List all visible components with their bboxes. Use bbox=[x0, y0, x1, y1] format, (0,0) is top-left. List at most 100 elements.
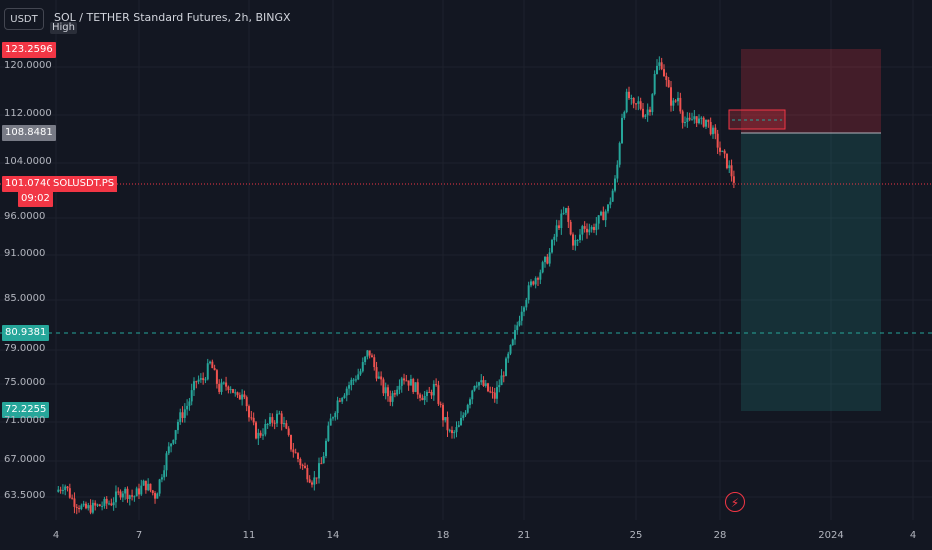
candle-bull bbox=[691, 119, 693, 121]
candle-bull bbox=[544, 256, 546, 263]
candle-bull bbox=[158, 479, 161, 494]
candle-bull bbox=[313, 477, 316, 485]
candle-bull bbox=[174, 430, 177, 440]
candle-bear bbox=[78, 507, 81, 510]
candle-bull bbox=[530, 281, 532, 286]
candle-bear bbox=[117, 491, 120, 493]
candle-bull bbox=[257, 432, 260, 439]
candle-bull bbox=[186, 405, 189, 410]
candle-bull bbox=[534, 278, 537, 285]
candle-bull bbox=[276, 413, 278, 424]
x-tick-label: 18 bbox=[436, 530, 450, 541]
candle-bear bbox=[537, 278, 539, 280]
candle-bear bbox=[75, 506, 78, 508]
candle-bull bbox=[329, 418, 332, 426]
candle-bull bbox=[595, 223, 598, 231]
candle-bull bbox=[464, 412, 467, 416]
candle-bull bbox=[597, 215, 600, 224]
candle-bull bbox=[555, 225, 558, 237]
candle-bull bbox=[121, 493, 124, 498]
candle-bear bbox=[674, 100, 677, 102]
candle-bull bbox=[516, 325, 519, 331]
candle-bear bbox=[280, 413, 283, 425]
candle-bull bbox=[414, 382, 417, 392]
candle-bear bbox=[714, 127, 717, 134]
candle-bear bbox=[649, 109, 651, 113]
candle-bull bbox=[553, 236, 556, 240]
candle-bear bbox=[227, 386, 230, 390]
candle-bull bbox=[91, 502, 94, 513]
candle-bull bbox=[444, 417, 447, 421]
candle-bull bbox=[455, 427, 458, 433]
candle-bull bbox=[560, 213, 563, 229]
currency-button[interactable]: USDT bbox=[4, 8, 44, 30]
candle-bull bbox=[334, 412, 337, 418]
candle-bull bbox=[511, 339, 514, 346]
candle-bull bbox=[61, 490, 64, 492]
candle-bull bbox=[462, 415, 465, 418]
candle-bull bbox=[656, 65, 658, 75]
candle-bear bbox=[236, 392, 239, 396]
candle-bear bbox=[382, 379, 385, 394]
y-tick-label: 85.0000 bbox=[4, 293, 46, 304]
candle-bull bbox=[480, 380, 483, 383]
x-tick-label: 4 bbox=[52, 530, 60, 541]
candle-bear bbox=[370, 355, 373, 358]
candle-bull bbox=[604, 211, 607, 221]
candle-bull bbox=[204, 379, 207, 381]
stop-loss-zone[interactable] bbox=[741, 49, 881, 133]
candle-bull bbox=[448, 430, 451, 432]
candle-bull bbox=[523, 307, 525, 312]
candle-bear bbox=[94, 502, 97, 506]
candle-bull bbox=[112, 502, 115, 506]
candle-bear bbox=[412, 379, 415, 392]
last-price-tag: 101.0740 bbox=[2, 176, 56, 192]
candle-bear bbox=[679, 97, 682, 112]
x-tick-label: 4 bbox=[909, 530, 917, 541]
candle-bull bbox=[625, 91, 628, 113]
candle-bull bbox=[475, 385, 478, 387]
candle-bear bbox=[602, 211, 605, 221]
candle-bear bbox=[149, 483, 152, 491]
candle-bull bbox=[103, 498, 106, 506]
candle-bear bbox=[59, 489, 62, 491]
candle-bear bbox=[667, 80, 670, 88]
candle-bear bbox=[271, 417, 274, 423]
candle-bear bbox=[437, 385, 440, 404]
candle-bull bbox=[721, 150, 724, 152]
candle-bull bbox=[496, 387, 498, 399]
candle-bull bbox=[101, 505, 104, 507]
candle-bull bbox=[183, 409, 186, 418]
candle-bear bbox=[373, 357, 376, 368]
candle-bull bbox=[262, 434, 264, 436]
candle-bull bbox=[684, 122, 686, 124]
candle-bear bbox=[285, 423, 288, 429]
y-tick-label: 71.0000 bbox=[4, 415, 46, 426]
candle-bear bbox=[532, 281, 535, 285]
candle-bull bbox=[156, 493, 159, 499]
candle-bear bbox=[546, 256, 549, 264]
lightning-icon[interactable]: ⚡ bbox=[725, 492, 745, 512]
candle-bear bbox=[154, 493, 157, 499]
candle-bear bbox=[387, 387, 389, 397]
candle-bear bbox=[297, 453, 299, 460]
candle-bull bbox=[87, 505, 90, 509]
candle-bear bbox=[716, 133, 719, 148]
candle-bull bbox=[525, 299, 528, 308]
candle-bull bbox=[325, 440, 327, 457]
candle-bear bbox=[416, 382, 419, 395]
take-profit-zone[interactable] bbox=[741, 133, 881, 411]
candle-bear bbox=[320, 463, 323, 465]
candle-bull bbox=[432, 383, 435, 396]
candle-bear bbox=[558, 225, 560, 229]
candle-bull bbox=[539, 272, 542, 280]
candle-bear bbox=[723, 150, 726, 154]
candle-bull bbox=[80, 505, 83, 510]
candle-bull bbox=[269, 417, 271, 424]
x-tick-label: 7 bbox=[135, 530, 143, 541]
candle-bull bbox=[621, 117, 623, 144]
candle-bear bbox=[665, 76, 668, 81]
candle-bull bbox=[350, 379, 353, 386]
